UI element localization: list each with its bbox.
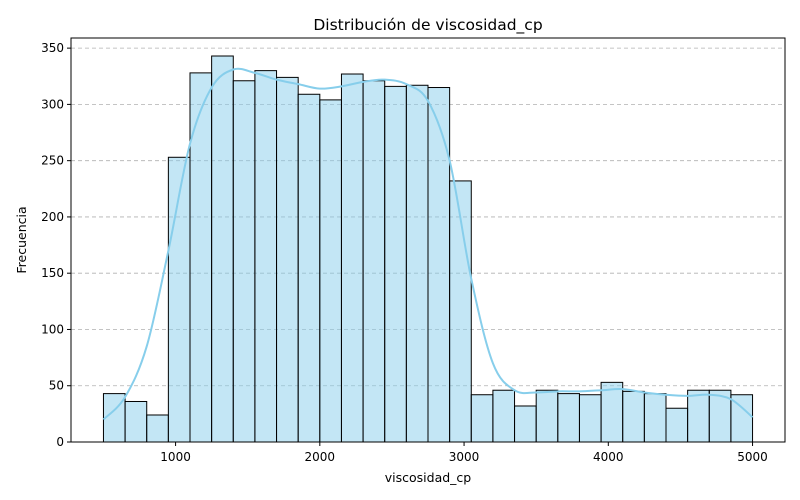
histogram-bar xyxy=(470,394,494,443)
y-tick-label: 300 xyxy=(41,97,64,111)
x-tick-label: 4000 xyxy=(593,450,624,464)
y-tick-label: 250 xyxy=(41,154,64,168)
x-tick-label: 1000 xyxy=(160,450,191,464)
chart-title: Distribución de viscosidad_cp xyxy=(313,16,542,35)
histogram-bar xyxy=(276,76,299,443)
histogram-bar xyxy=(514,405,537,443)
histogram-bar xyxy=(189,72,213,443)
y-axis-label: Frecuencia xyxy=(14,206,29,273)
histogram-bar xyxy=(492,389,516,443)
axes-layer: 1000 2000 3000 4000 5000 0 50 100 150 200 250 300 35… xyxy=(41,37,786,464)
y-tick-label: 350 xyxy=(41,41,64,55)
plot-frame xyxy=(70,37,786,443)
histogram-bar xyxy=(665,407,689,443)
histogram-bar xyxy=(643,393,667,443)
histogram-bar xyxy=(687,389,710,443)
histogram-bar xyxy=(211,55,234,443)
histogram-bar xyxy=(232,80,256,443)
histogram-bar xyxy=(427,87,451,443)
x-tick-label: 3000 xyxy=(449,450,480,464)
histogram-bar xyxy=(622,390,645,443)
histogram-bar xyxy=(535,389,559,443)
kde-layer xyxy=(102,67,754,421)
kde-curve xyxy=(102,67,754,421)
x-tick-label: 2000 xyxy=(305,450,336,464)
histogram-bar xyxy=(340,73,364,443)
y-tick-label: 50 xyxy=(49,379,64,393)
x-tick-label: 5000 xyxy=(737,450,768,464)
histogram-bar xyxy=(384,85,407,443)
histogram-bar xyxy=(405,84,429,443)
y-tick-label: 0 xyxy=(56,435,64,449)
histogram-bar xyxy=(362,80,386,443)
y-tick-label: 150 xyxy=(41,266,64,280)
histogram-bar xyxy=(124,400,148,443)
histogram-bar xyxy=(578,394,602,443)
histogram-bar xyxy=(557,393,580,443)
bars-layer xyxy=(102,55,754,443)
histogram-bar xyxy=(600,381,624,443)
y-tick-label: 200 xyxy=(41,210,64,224)
histogram-bar xyxy=(319,99,342,443)
histogram-bar xyxy=(254,70,278,443)
histogram-bar xyxy=(146,414,169,443)
histogram-bar xyxy=(297,93,321,443)
x-axis-label: viscosidad_cp xyxy=(385,470,472,485)
y-tick-label: 100 xyxy=(41,322,64,336)
